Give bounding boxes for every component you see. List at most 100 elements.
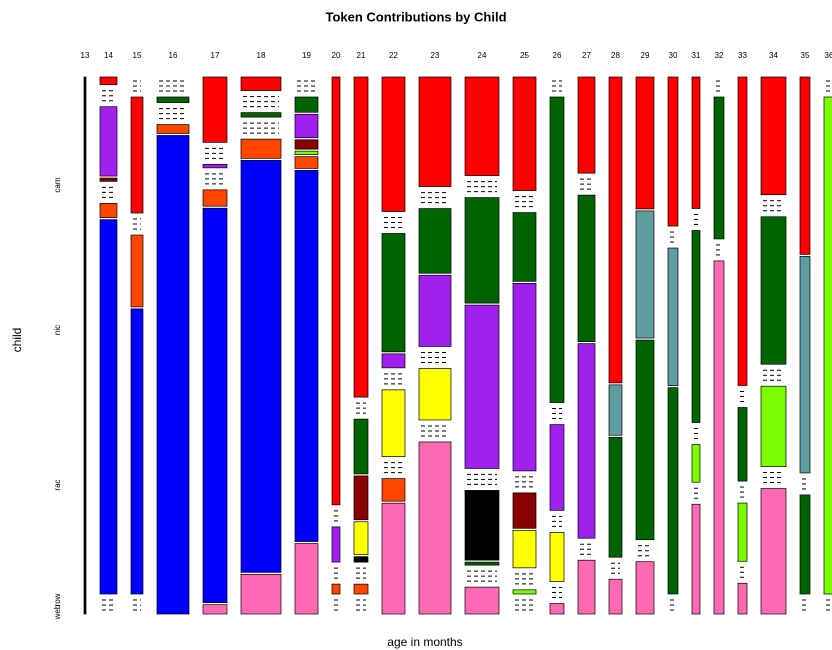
empty-cell [467, 473, 497, 485]
mosaic-cell [577, 76, 596, 174]
empty-cell [552, 80, 562, 92]
column-label: 29 [641, 51, 650, 60]
empty-cell [515, 599, 534, 611]
empty-cell [515, 573, 534, 585]
empty-cell [515, 196, 534, 208]
empty-cell [694, 487, 698, 499]
empty-cell [133, 599, 141, 611]
empty-cell [802, 478, 808, 490]
empty-cell [552, 515, 562, 527]
mosaic-cell [294, 543, 319, 615]
empty-cell [763, 472, 784, 484]
mosaic-cell [294, 170, 319, 542]
empty-cell [356, 599, 366, 611]
mosaic-cell [635, 339, 655, 541]
mosaic-cell [760, 488, 787, 615]
mosaic-cell [294, 113, 319, 139]
chart-title: Token Contributions by Child [325, 9, 506, 24]
mosaic-cell [823, 96, 832, 595]
empty-cell [638, 545, 652, 557]
column-label: 23 [431, 51, 440, 60]
empty-cell [356, 402, 366, 414]
column-label: 25 [520, 51, 529, 60]
mosaic-cell [202, 189, 228, 207]
column-label: 15 [133, 51, 142, 60]
mosaic-cell [156, 124, 190, 134]
mosaic-cell [418, 208, 452, 274]
column-label: 16 [169, 51, 178, 60]
mosaic-cell [512, 212, 537, 282]
empty-cell [297, 80, 316, 92]
mosaic-cell [381, 478, 406, 502]
mosaic-cell [418, 76, 452, 187]
mosaic-cell [353, 583, 369, 595]
mosaic-cell [512, 589, 537, 595]
column-label: 28 [611, 51, 620, 60]
empty-cell [694, 428, 698, 440]
mosaic-cell [635, 561, 655, 615]
mosaic-cell [202, 76, 228, 143]
mosaic-cell [737, 407, 748, 482]
empty-cell [740, 566, 745, 578]
mosaic-cell [549, 96, 565, 403]
column-label: 31 [692, 51, 701, 60]
mosaic-cell [294, 150, 319, 156]
empty-cell [670, 599, 676, 611]
mosaic-cell [83, 76, 87, 615]
empty-cell [716, 244, 722, 256]
mosaic-cell [737, 76, 748, 386]
empty-cell [384, 462, 403, 474]
mosaic-cell [691, 76, 701, 209]
mosaic-cell [381, 389, 406, 457]
empty-cell [334, 510, 338, 522]
empty-cell [356, 567, 366, 579]
mosaic-cell [353, 76, 369, 398]
empty-cell [205, 173, 225, 185]
column-label: 19 [302, 51, 311, 60]
mosaic-cell [608, 76, 623, 384]
mosaic-cell [353, 418, 369, 475]
mosaic-cell [635, 76, 655, 210]
empty-cell [384, 373, 403, 385]
mosaic-cell [713, 96, 725, 240]
empty-cell [740, 391, 745, 403]
column-label: 36 [825, 51, 832, 60]
mosaic-cell [577, 194, 596, 342]
mosaic-cell [737, 502, 748, 562]
mosaic-cell [713, 260, 725, 615]
mosaic-cell [691, 503, 701, 615]
empty-cell [611, 562, 620, 574]
mosaic-cell [577, 343, 596, 539]
mosaic-cell [381, 76, 406, 212]
empty-cell [802, 599, 808, 611]
column-label: 24 [478, 51, 487, 60]
row-label: web [53, 604, 62, 620]
mosaic-cell [331, 76, 341, 506]
column-label: 20 [332, 51, 341, 60]
mosaic-cell [512, 492, 537, 529]
empty-cell [133, 80, 141, 92]
mosaic-cell [418, 274, 452, 347]
column-label: 13 [81, 51, 90, 60]
mosaic-cell [240, 160, 282, 573]
mosaic-cell [99, 177, 118, 182]
mosaic-cell [760, 385, 787, 467]
mosaic-cell [549, 424, 565, 511]
empty-cell [102, 186, 115, 198]
mosaic-cell [691, 444, 701, 483]
mosaic-cell [294, 96, 319, 113]
mosaic-cell [512, 282, 537, 472]
empty-cell [552, 587, 562, 599]
mosaic-cell [549, 603, 565, 615]
column-label: 14 [104, 51, 113, 60]
mosaic-cell [667, 247, 679, 386]
empty-cell [243, 96, 279, 108]
mosaic-cell [418, 368, 452, 421]
mosaic-cell [381, 353, 406, 369]
empty-cell [159, 108, 187, 120]
mosaic-cell [353, 556, 369, 563]
column-label: 21 [357, 51, 366, 60]
mosaic-cell [464, 197, 500, 304]
empty-cell [552, 408, 562, 420]
column-label: 30 [669, 51, 678, 60]
